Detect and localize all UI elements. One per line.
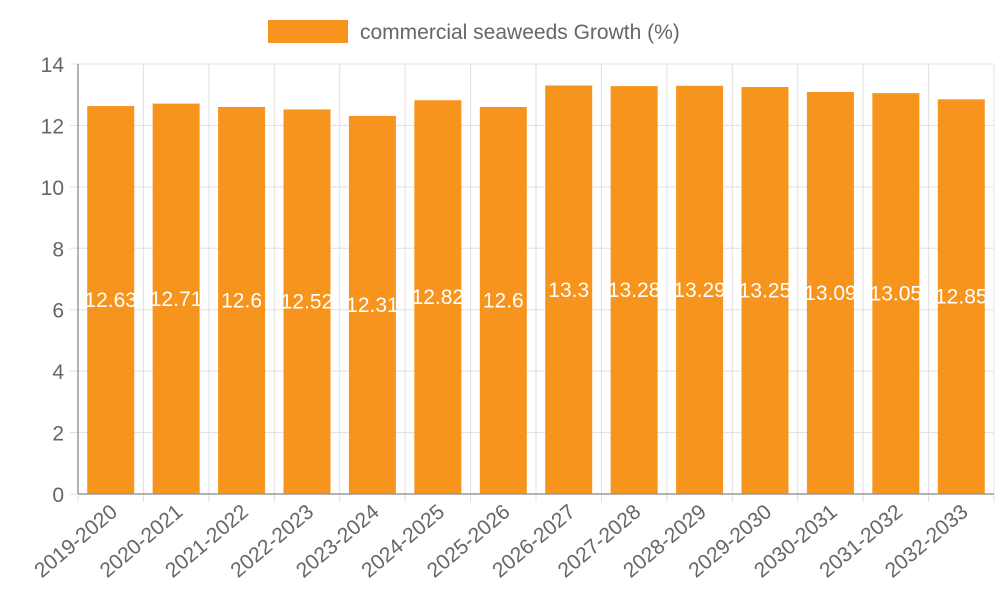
data-label: 12.82	[412, 286, 465, 309]
y-tick-label: 10	[41, 177, 64, 200]
y-tick-labels: 0 2 4 6 8 10 12 14	[41, 54, 65, 507]
axes	[77, 64, 994, 495]
data-label: 12.6	[483, 290, 524, 313]
data-label: 13.3	[548, 279, 589, 302]
bar-2022-2023[interactable]	[283, 109, 331, 494]
data-labels: 12.63 12.71 12.6 12.52 12.31 12.82 12.6 13.3 13.…	[84, 279, 987, 317]
data-label: 12.31	[346, 294, 399, 317]
data-label: 12.85	[935, 286, 988, 309]
y-tick-label: 8	[52, 238, 64, 261]
y-tick-label: 2	[52, 423, 64, 446]
bars	[87, 85, 985, 495]
x-tick-labels: 2019-20202020-20212021-20222022-20232023…	[30, 500, 972, 582]
legend[interactable]: commercial seaweeds Growth (%)	[268, 20, 680, 44]
data-label: 12.6	[221, 290, 262, 313]
bar-2030-2031[interactable]	[806, 91, 854, 494]
y-tick-label: 6	[52, 300, 64, 323]
bar-2027-2028[interactable]	[610, 86, 658, 494]
data-label: 13.05	[870, 283, 923, 306]
data-label: 13.29	[673, 279, 726, 302]
data-label: 13.28	[608, 279, 661, 302]
data-label: 13.25	[739, 280, 792, 303]
data-label: 12.71	[150, 288, 203, 311]
bar-2020-2021[interactable]	[152, 103, 200, 494]
bar-2023-2024[interactable]	[348, 115, 396, 495]
bar-2025-2026[interactable]	[479, 107, 527, 494]
bar-2019-2020[interactable]	[87, 106, 135, 494]
bar-2028-2029[interactable]	[676, 85, 724, 495]
y-tick-label: 4	[52, 361, 64, 384]
data-label: 13.09	[804, 282, 857, 305]
legend-swatch	[268, 20, 348, 43]
bar-2032-2033[interactable]	[937, 99, 985, 495]
data-label: 12.63	[84, 289, 137, 312]
y-tick-label: 12	[41, 115, 64, 138]
y-tick-label: 14	[41, 54, 65, 77]
bar-2024-2025[interactable]	[414, 100, 462, 494]
y-tick-label: 0	[52, 484, 64, 507]
bar-2021-2022[interactable]	[218, 107, 266, 494]
bar-2029-2030[interactable]	[741, 87, 789, 495]
bar-2026-2027[interactable]	[545, 85, 593, 495]
legend-label: commercial seaweeds Growth (%)	[360, 21, 680, 44]
data-label: 12.52	[281, 291, 334, 314]
bar-2031-2032[interactable]	[872, 93, 920, 494]
